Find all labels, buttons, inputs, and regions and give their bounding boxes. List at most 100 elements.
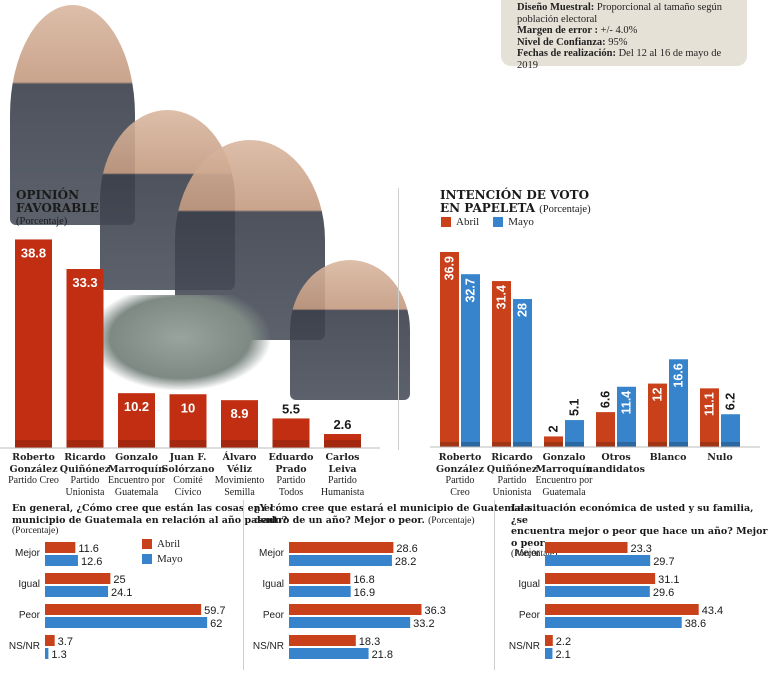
party-name: Partido: [328, 475, 357, 486]
x-axis-label: Blanco: [628, 452, 708, 464]
candidate-name: González: [436, 463, 484, 475]
candidate-name: Nulo: [707, 452, 733, 463]
category-label: NS/NR: [9, 641, 40, 652]
info-line: Diseño Muestral: Proporcional al tamaño …: [517, 2, 722, 13]
bar-base-shade: [617, 442, 636, 447]
category-label: Igual: [518, 579, 540, 590]
candidate-name: Marroquín: [107, 463, 166, 475]
candidate-name: Eduardo: [268, 452, 314, 463]
category-label: Peor: [19, 610, 41, 621]
bar-value-label: 28.2: [395, 556, 416, 568]
bar-mayo: [461, 274, 480, 447]
bar-base-shade: [721, 442, 740, 447]
category-label: Peor: [263, 610, 285, 621]
candidate-name: Véliz: [226, 463, 253, 475]
bar-value-label: 21.8: [372, 649, 393, 661]
bar: [324, 434, 361, 448]
info-line: Fechas de realización: Del 12 al 16 de m…: [517, 48, 722, 71]
party-name: Partido Creo: [8, 475, 59, 486]
mayo-swatch: [142, 554, 152, 564]
section-divider: [243, 500, 244, 670]
category-label: Igual: [18, 579, 40, 590]
opinion-favorable-chart: 38.8 33.3 10.2 10 8.9 5.5 2.6: [0, 239, 380, 449]
bar-value-label: 11.4: [620, 391, 634, 415]
legend-item-mayo: Mayo: [142, 553, 183, 565]
party-name: Creo: [450, 486, 470, 498]
bar-value-label: 11.1: [703, 392, 717, 416]
bar-abril: [700, 388, 719, 447]
candidate-name: Quiñónez: [486, 463, 538, 475]
bar-value-label: 6.2: [724, 393, 738, 410]
candidate-name: Marroquín: [535, 463, 593, 475]
bar-base-shade: [66, 440, 104, 448]
bar-value-label: 2: [547, 425, 561, 432]
bar-value-label: 5.5: [282, 401, 300, 416]
bar-mayo: [45, 617, 208, 628]
party-name: Partido: [276, 475, 306, 486]
bar-mayo: [45, 586, 109, 597]
bar: [169, 394, 207, 448]
bar-abril: [648, 383, 667, 447]
bar-value-label: 38.6: [685, 618, 706, 630]
bar-value-label: 62: [210, 618, 222, 630]
chart-title-opinion: OPINIÓN FAVORABLE (Porcentaje): [16, 188, 99, 228]
legend-intencion: Abril Mayo: [441, 216, 534, 228]
candidate-name: Juan F.: [169, 452, 207, 463]
bar: [118, 393, 155, 448]
bar-value-label: 12: [651, 388, 665, 402]
party-name: Unionista: [65, 486, 105, 498]
bar-abril: [440, 252, 459, 447]
bar-abril: [45, 542, 76, 553]
party-name: Movimiento: [214, 475, 265, 486]
candidate-name: Álvaro: [222, 452, 257, 463]
bar-mayo: [545, 617, 682, 628]
bar-value-label: 2.6: [333, 417, 351, 432]
bar: [221, 400, 258, 448]
bar-mayo: [545, 555, 651, 566]
bar-abril: [545, 573, 656, 584]
bar-base-shade: [118, 440, 155, 448]
party-name: Todos: [278, 486, 304, 498]
info-line: población electoral: [517, 13, 598, 25]
bar-base-shade: [15, 440, 52, 448]
bar-value-label: 36.9: [443, 256, 457, 280]
bar-base-shade: [513, 442, 532, 447]
bar-base-shade: [221, 440, 258, 448]
bar-abril: [492, 281, 511, 447]
question-2-chart: Mejor 28.628.2 Igual 16.816.9 Peor 36.333.2 NS…: [253, 542, 446, 661]
wolf-statue-image: [90, 295, 270, 390]
legend-item-mayo: Mayo: [493, 216, 534, 228]
party-name: Guatemala: [542, 486, 586, 498]
x-axis-label: Nulo: [680, 452, 760, 464]
bar-base-shade: [492, 442, 511, 447]
x-axis-label: Ricardo Quiñónez Partido Unionista: [472, 452, 552, 498]
bar-mayo: [289, 586, 351, 597]
bar-value-label: 18.3: [359, 636, 380, 648]
bar-abril: [544, 436, 563, 447]
party-name: Encuentro por: [108, 475, 165, 486]
intencion-voto-chart: 36.9 32.7 31.4 28 2 5.1 6.6 11.4 12 16.6 11.1 6.2: [430, 252, 760, 448]
party-name: Partido: [497, 475, 527, 486]
candidate-name: Solórzano: [161, 463, 215, 475]
bar-mayo: [289, 617, 411, 628]
bar-value-label: 29.7: [653, 556, 674, 568]
bar-mayo: [45, 555, 78, 566]
bar-base-shade: [461, 442, 480, 447]
bar-base-shade: [169, 440, 207, 448]
bar-value-label: 3.7: [58, 636, 73, 648]
party-name: Semilla: [224, 486, 255, 498]
bar-value-label: 33.2: [413, 618, 434, 630]
question-3-title: La situación económica de usted y su fam…: [511, 503, 768, 559]
bar-base-shade: [596, 442, 615, 447]
bar-value-label: 23.3: [631, 543, 652, 555]
bar-abril: [545, 604, 699, 615]
bar-value-label: 8.9: [230, 406, 248, 421]
bar-value-label: 10.2: [124, 399, 149, 414]
candidate-name: Ricardo: [64, 452, 106, 463]
category-label: NS/NR: [253, 641, 284, 652]
abril-swatch: [142, 539, 152, 549]
chart-title-intencion: INTENCIÓN DE VOTO EN PAPELETA (Porcentaj…: [440, 188, 591, 216]
bar: [15, 239, 52, 448]
party-name: Comité: [173, 475, 203, 486]
bar-abril: [545, 542, 628, 553]
